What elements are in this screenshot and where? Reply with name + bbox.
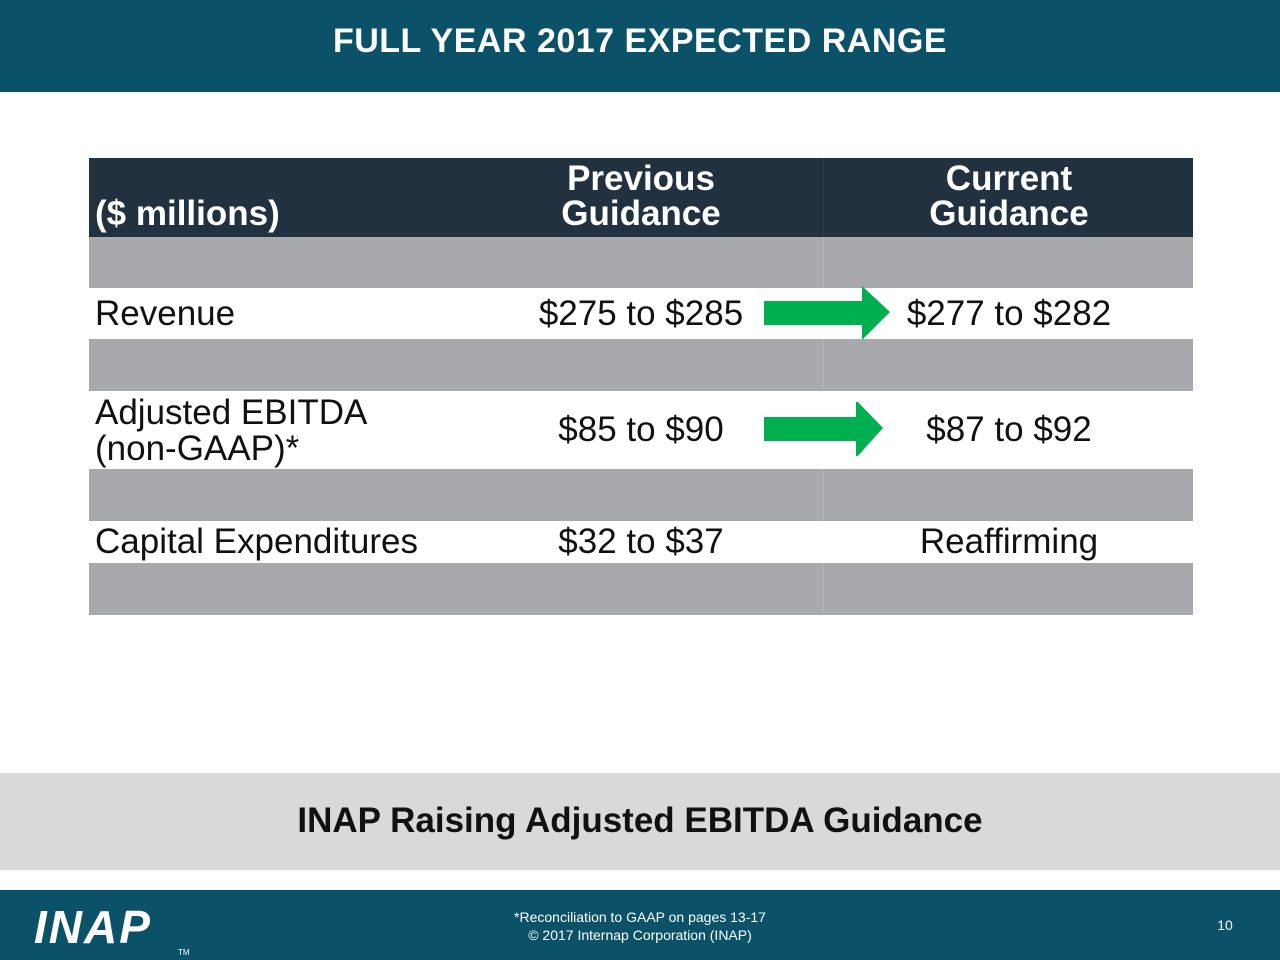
row-current-value: $87 to $92 (926, 410, 1092, 449)
row-label: Capital Expenditures (95, 522, 418, 561)
row-label: Revenue (95, 294, 236, 333)
table-row-revenue: Revenue $275 to $285 $277 to $282 (89, 286, 1193, 340)
previous-guidance-header: Previous Guidance (539, 161, 743, 240)
spacer-row (89, 563, 1193, 615)
spacer-row (89, 339, 1193, 391)
logo-wordmark: INAP (34, 901, 152, 953)
row-label: Adjusted EBITDA (non-GAAP)* (95, 395, 367, 467)
header-divider (823, 158, 824, 237)
current-header-line1: Current (945, 159, 1073, 198)
units-label: ($ millions) (95, 194, 280, 233)
footer-bar: INAP TM *Reconciliation to GAAP on pages… (0, 890, 1280, 960)
row-previous-value: $85 to $90 (558, 410, 724, 449)
right-arrow-icon (764, 402, 883, 456)
previous-header-line2: Guidance (561, 194, 721, 233)
row-label-line2: (non-GAAP)* (95, 429, 300, 468)
copyright-text: © 2017 Internap Corporation (INAP) (528, 927, 752, 943)
page-number: 10 (1217, 917, 1233, 933)
row-label-line1: Adjusted EBITDA (95, 393, 368, 432)
current-guidance-header: Current Guidance (829, 161, 1189, 240)
table-header: ($ millions) Previous Guidance Current G… (89, 158, 1193, 237)
banner-text: INAP Raising Adjusted EBITDA Guidance (297, 801, 983, 840)
row-current-value: $277 to $282 (906, 294, 1112, 333)
previous-header-line1: Previous (567, 159, 715, 198)
current-header-line2: Guidance (929, 194, 1089, 233)
table-row-capex: Capital Expenditures $32 to $37 Reaffirm… (89, 521, 1193, 563)
row-previous-value: $275 to $285 (538, 294, 744, 333)
trademark-mark: TM (178, 948, 190, 957)
highlight-banner: INAP Raising Adjusted EBITDA Guidance (0, 773, 1280, 870)
row-current-value: Reaffirming (919, 522, 1099, 561)
inap-logo: INAP TM (28, 901, 190, 957)
row-previous-value: $32 to $37 (558, 522, 724, 561)
table-row-adjusted-ebitda: Adjusted EBITDA (non-GAAP)* $85 to $90 $… (89, 391, 1193, 469)
reconciliation-note: *Reconciliation to GAAP on pages 13-17 (514, 909, 766, 925)
slide-title: FULL YEAR 2017 EXPECTED RANGE (332, 22, 948, 60)
right-arrow-icon (764, 286, 890, 340)
title-bar: FULL YEAR 2017 EXPECTED RANGE (0, 0, 1280, 92)
spacer-row (89, 237, 1193, 288)
spacer-row (89, 469, 1193, 521)
